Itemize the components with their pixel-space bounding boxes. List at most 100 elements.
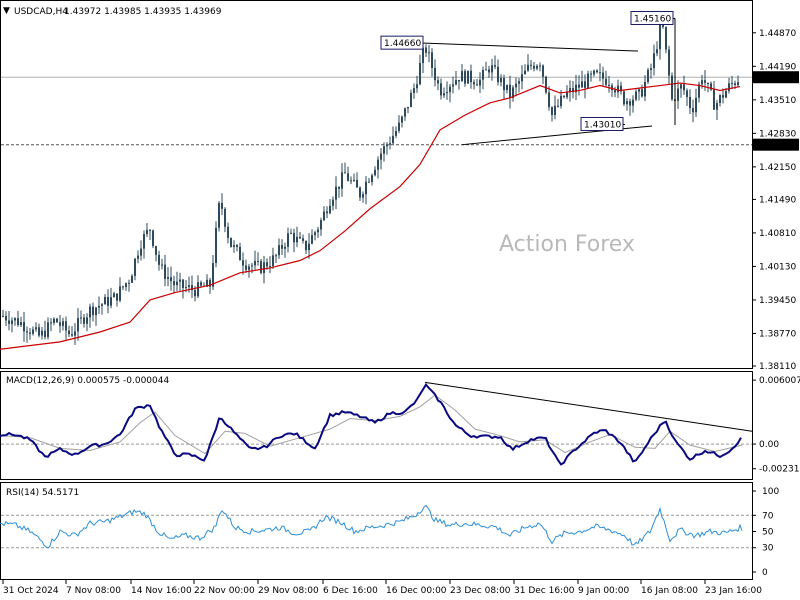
- candle-body: [563, 95, 565, 98]
- candle: [5, 311, 7, 326]
- candle: [350, 176, 352, 185]
- candle: [32, 326, 34, 336]
- candle-body: [518, 81, 520, 84]
- candle: [20, 316, 22, 327]
- candle-body: [299, 236, 301, 239]
- candle-body: [731, 83, 733, 85]
- candle: [128, 279, 130, 292]
- candle-body: [107, 296, 109, 306]
- candle-body: [437, 80, 439, 84]
- candle-body: [32, 329, 34, 334]
- candle-body: [464, 71, 466, 84]
- candle-body: [311, 235, 313, 244]
- candle: [236, 244, 238, 252]
- candle-body: [179, 279, 181, 282]
- price-tick-label: 1.39450: [759, 296, 796, 306]
- candle-body: [635, 91, 637, 100]
- candle-body: [200, 282, 202, 286]
- candle-body: [248, 266, 250, 270]
- candle: [50, 318, 52, 332]
- candle-body: [455, 80, 457, 85]
- candle: [323, 206, 325, 222]
- candle-body: [269, 266, 271, 268]
- candle-body: [155, 246, 157, 255]
- candle-body: [401, 116, 403, 123]
- candle-body: [728, 83, 730, 91]
- candle: [365, 175, 367, 205]
- candle: [527, 54, 529, 72]
- candle-body: [341, 172, 343, 189]
- candle-body: [218, 202, 220, 228]
- candle-body: [119, 286, 121, 301]
- candle: [737, 75, 739, 87]
- candle: [467, 70, 469, 84]
- candle: [281, 239, 283, 255]
- candle: [170, 266, 172, 291]
- candle-body: [251, 265, 253, 267]
- candle-body: [665, 26, 667, 50]
- candle: [623, 90, 625, 107]
- candle: [419, 54, 421, 86]
- candle: [479, 72, 481, 94]
- candle: [650, 63, 652, 79]
- candle-body: [410, 92, 412, 107]
- candle-body: [479, 79, 481, 86]
- candle-body: [335, 186, 337, 200]
- candle: [518, 78, 520, 93]
- candle: [341, 163, 343, 197]
- candle-body: [527, 64, 529, 71]
- candle: [398, 115, 400, 134]
- candle-body: [212, 262, 214, 287]
- candle-body: [503, 77, 505, 90]
- candle-body: [614, 90, 616, 93]
- candle-body: [170, 277, 172, 282]
- candle-body: [638, 89, 640, 92]
- candle-body: [38, 327, 40, 336]
- candle-body: [368, 181, 370, 183]
- candle-body: [659, 24, 661, 50]
- candle: [722, 88, 724, 104]
- candle: [173, 275, 175, 293]
- candle: [125, 282, 127, 291]
- candle: [197, 275, 199, 298]
- candle-body: [44, 330, 46, 337]
- candle: [26, 326, 28, 343]
- candle-body: [209, 279, 211, 287]
- candle: [683, 75, 685, 95]
- candle: [287, 227, 289, 253]
- candle: [59, 314, 61, 333]
- candle-body: [689, 96, 691, 109]
- candle-body: [506, 84, 508, 90]
- candle: [710, 81, 712, 91]
- candle-body: [656, 49, 658, 54]
- candle: [500, 74, 502, 87]
- candle: [626, 98, 628, 111]
- candle: [464, 69, 466, 87]
- candle-body: [128, 282, 130, 284]
- price-tag-box: [753, 71, 799, 84]
- candle-body: [395, 130, 397, 136]
- candle: [548, 86, 550, 111]
- candle: [92, 302, 94, 322]
- candle-body: [716, 103, 718, 110]
- candle: [695, 88, 697, 117]
- candle: [671, 72, 673, 102]
- candle: [314, 230, 316, 241]
- candle-body: [695, 97, 697, 113]
- candle: [71, 326, 73, 338]
- candle: [401, 115, 403, 128]
- candle-body: [110, 297, 112, 306]
- candle: [209, 277, 211, 294]
- candle-body: [326, 211, 328, 214]
- candle: [152, 229, 154, 249]
- candle-body: [35, 327, 37, 330]
- candle: [731, 75, 733, 90]
- axis-layer: 1.44870 1.44190 1.43510 1.42830 1.42150 1.414…: [2, 29, 800, 596]
- candle: [491, 58, 493, 81]
- candle-body: [17, 318, 19, 326]
- candle: [29, 327, 31, 340]
- candle: [218, 201, 220, 232]
- time-tick-label: 23 Jan 16:00: [705, 586, 762, 596]
- candle-body: [449, 86, 451, 93]
